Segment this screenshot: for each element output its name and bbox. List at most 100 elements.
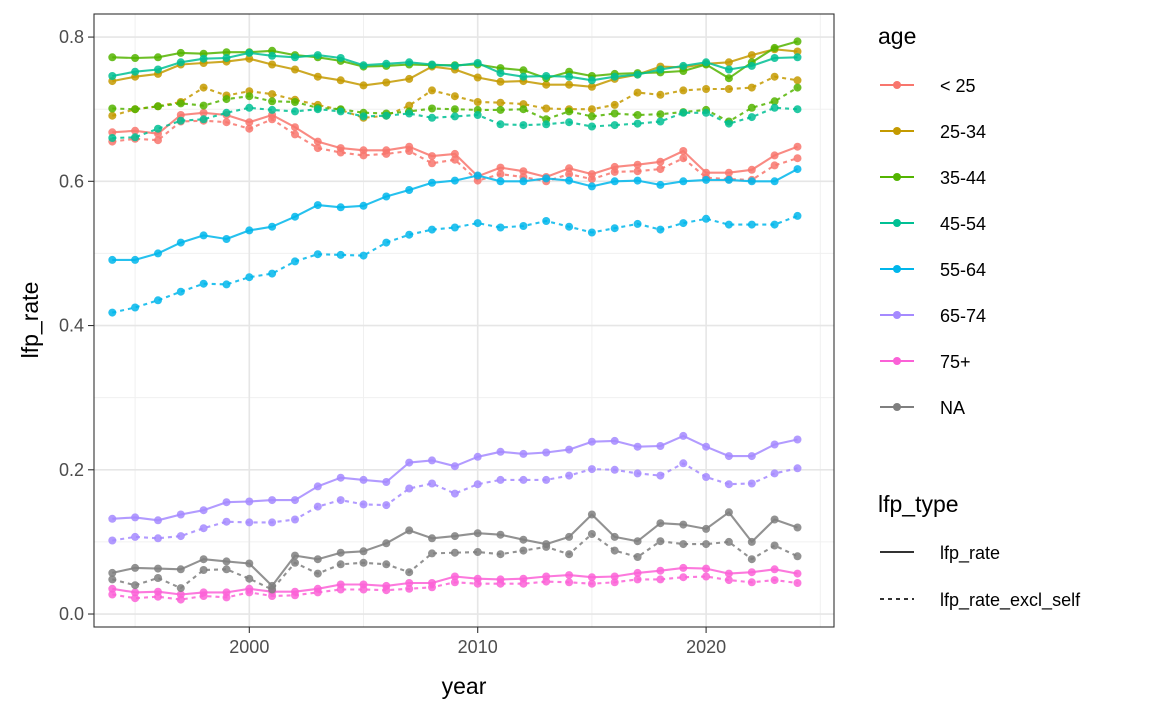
data-point — [176, 510, 185, 519]
data-point — [747, 165, 756, 174]
legend-key-point — [893, 403, 901, 411]
data-point — [336, 76, 345, 85]
series-45-54-excl-self — [108, 103, 802, 142]
data-point — [633, 176, 642, 185]
data-point — [176, 595, 185, 604]
data-point — [222, 95, 231, 104]
data-point — [519, 579, 528, 588]
data-point — [108, 134, 117, 142]
data-point — [405, 109, 414, 118]
data-point — [199, 279, 208, 288]
data-point — [702, 85, 711, 93]
data-point — [747, 61, 756, 70]
data-point — [793, 76, 802, 85]
data-point — [291, 212, 299, 221]
legend-lfp-type-label: lfp_rate_excl_self — [940, 590, 1081, 611]
series-na-rate — [108, 508, 802, 590]
data-point — [245, 103, 254, 112]
data-point — [473, 548, 482, 556]
data-point — [428, 178, 436, 187]
data-point — [131, 67, 140, 76]
data-point — [268, 51, 277, 60]
data-point — [199, 108, 208, 117]
data-point — [428, 86, 436, 95]
data-point — [222, 498, 231, 507]
data-point — [154, 136, 162, 145]
data-point — [199, 231, 208, 240]
data-point — [268, 518, 277, 527]
data-point — [793, 37, 802, 46]
data-point — [679, 563, 688, 572]
data-point — [496, 447, 505, 456]
data-point — [656, 225, 665, 234]
data-point — [587, 112, 596, 121]
data-point — [313, 502, 322, 511]
data-point — [565, 72, 574, 81]
data-point — [108, 255, 117, 264]
data-point — [793, 579, 802, 587]
data-point — [154, 124, 162, 133]
data-point — [793, 523, 802, 532]
data-point — [496, 120, 505, 129]
y-axis: 0.0 0.2 0.4 0.6 0.8 — [59, 27, 94, 624]
legend-age-title: age — [878, 23, 916, 49]
x-tick-label: 2020 — [686, 637, 726, 657]
data-point — [473, 579, 482, 588]
data-point — [245, 54, 254, 63]
data-point — [496, 475, 505, 484]
data-point — [176, 532, 185, 541]
data-point — [359, 500, 368, 509]
data-point — [108, 72, 117, 80]
data-point — [336, 473, 345, 482]
series-layer — [108, 37, 802, 604]
data-point — [656, 566, 665, 575]
legend-age-label: 65-74 — [940, 306, 986, 326]
data-point — [108, 111, 117, 120]
data-point — [176, 584, 185, 593]
data-point — [382, 501, 391, 510]
data-point — [450, 489, 459, 498]
data-point — [199, 566, 208, 574]
data-point — [565, 176, 574, 185]
data-point — [131, 563, 140, 572]
data-point — [633, 553, 642, 561]
data-point — [473, 59, 482, 67]
data-point — [610, 436, 619, 445]
data-point — [565, 170, 574, 179]
data-point — [291, 257, 299, 266]
data-point — [519, 167, 528, 176]
series-55-64-excl-self — [108, 211, 802, 317]
data-point — [222, 48, 231, 57]
data-point — [724, 480, 733, 489]
data-point — [268, 97, 277, 106]
data-point — [382, 59, 391, 68]
data-point — [450, 155, 459, 164]
data-point — [656, 65, 665, 74]
legend-key-point — [893, 311, 901, 319]
legend-key-point — [893, 173, 901, 181]
data-point — [565, 578, 574, 587]
data-point — [519, 121, 528, 130]
data-point — [496, 105, 505, 114]
data-point — [587, 122, 596, 131]
legend-age-item: 75+ — [880, 352, 971, 372]
data-point — [199, 506, 208, 515]
data-point — [633, 568, 642, 577]
data-point — [747, 537, 756, 546]
data-point — [565, 445, 574, 454]
data-point — [724, 537, 733, 546]
legend-age-label: 35-44 — [940, 168, 986, 188]
data-point — [108, 308, 117, 317]
data-point — [565, 471, 574, 480]
data-point — [199, 54, 208, 63]
data-point — [724, 58, 733, 67]
data-point — [610, 224, 619, 233]
data-point — [724, 175, 733, 184]
data-point — [154, 564, 162, 573]
data-point — [245, 559, 254, 568]
y-tick-label: 0.2 — [59, 460, 84, 480]
data-point — [245, 497, 254, 506]
data-point — [793, 53, 802, 62]
data-point — [793, 154, 802, 163]
data-point — [428, 159, 436, 168]
